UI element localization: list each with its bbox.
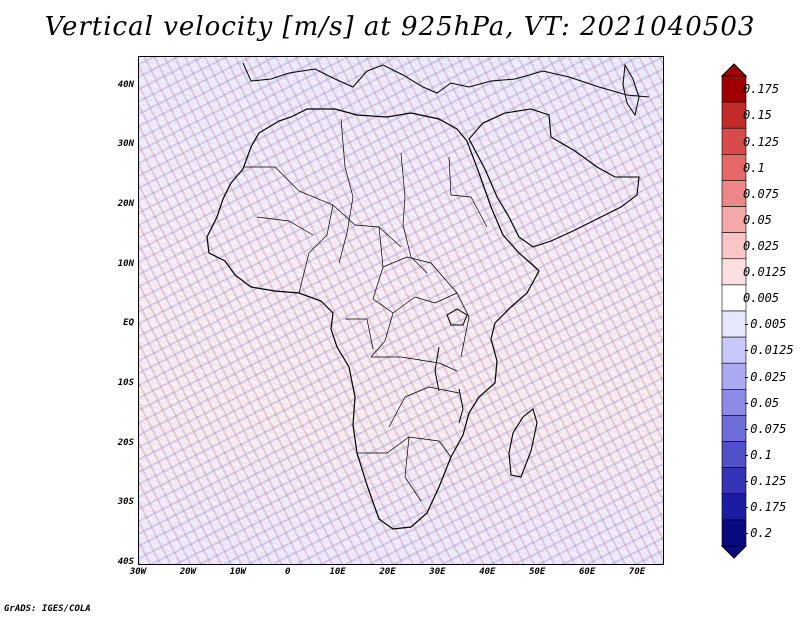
colorbar-tick-label: -0.125 bbox=[743, 474, 787, 489]
colorbar-max-arrow bbox=[720, 63, 748, 77]
country-borders bbox=[243, 118, 488, 502]
colorbar-tick-label: -0.05 bbox=[743, 395, 780, 410]
colorbar-tick-label: 0.15 bbox=[743, 108, 772, 123]
lon-tick-label: 50E bbox=[529, 567, 546, 577]
lon-tick-label: 70E bbox=[628, 567, 646, 577]
colorbar-tick-label: 0.125 bbox=[743, 134, 780, 149]
colorbar-segment bbox=[721, 336, 747, 364]
colorbar-segment bbox=[721, 75, 747, 103]
lon-tick-label: 60E bbox=[579, 567, 596, 577]
colorbar-tick-label: 0.05 bbox=[743, 212, 772, 227]
lat-tick-label: 20S bbox=[117, 437, 134, 448]
lon-tick-label: 20E bbox=[379, 567, 396, 577]
colorbar-tick-label: -0.1 bbox=[743, 447, 772, 462]
caspian-coastline bbox=[622, 63, 640, 117]
map-plot-area bbox=[138, 56, 664, 565]
colorbar-tick-label: 0.075 bbox=[743, 186, 780, 201]
europe-coastline bbox=[242, 62, 650, 98]
lon-tick-label: 40E bbox=[479, 567, 496, 577]
colorbar-tick-label: -0.075 bbox=[743, 421, 787, 436]
colorbar-tick-label: -0.175 bbox=[743, 500, 787, 515]
colorbar-tick-label: 0.0125 bbox=[743, 265, 787, 280]
colorbar-tick-label: 0.175 bbox=[743, 82, 780, 97]
arabia-coastline bbox=[468, 108, 640, 248]
africa-map bbox=[206, 62, 650, 530]
colorbar-segment bbox=[721, 310, 747, 338]
lat-tick-label: 30S bbox=[117, 497, 134, 508]
colorbar-segment bbox=[721, 467, 747, 495]
colorbar bbox=[720, 63, 748, 559]
colorbar-tick-label: 0.1 bbox=[743, 160, 765, 175]
lat-tick-label: 10N bbox=[117, 258, 134, 269]
colorbar-segment bbox=[721, 519, 747, 547]
lat-tick-label: EQ bbox=[123, 318, 134, 329]
lon-tick-label: 0 bbox=[284, 567, 291, 577]
lon-tick-label: 30W bbox=[129, 567, 147, 577]
africa-coastline bbox=[206, 108, 540, 530]
colorbar-segment bbox=[721, 154, 747, 181]
colorbar-segment bbox=[721, 389, 747, 416]
madagascar-coastline bbox=[508, 408, 538, 478]
colorbar-segment bbox=[721, 441, 747, 468]
colorbar-min-arrow bbox=[720, 545, 748, 559]
colorbar-tick-label: -0.0125 bbox=[743, 343, 794, 358]
colorbar-segment bbox=[721, 127, 747, 155]
colorbar-segment bbox=[721, 284, 747, 312]
lat-tick-label: 40S bbox=[117, 557, 134, 567]
lon-tick-label: 20W bbox=[179, 567, 197, 577]
colorbar-tick-label: 0.005 bbox=[743, 291, 780, 306]
great-lakes bbox=[434, 308, 468, 424]
lon-tick-label: 10E bbox=[329, 567, 346, 577]
lon-tick-label: 30E bbox=[429, 567, 446, 577]
colorbar-segment bbox=[721, 362, 747, 390]
colorbar-tick-label: -0.025 bbox=[743, 369, 787, 384]
lat-tick-label: 10S bbox=[117, 378, 134, 389]
lat-tick-label: 20N bbox=[117, 199, 134, 210]
colorbar-tick-label: -0.2 bbox=[743, 526, 772, 541]
footer-credit: GrADS: IGES/COLA bbox=[4, 604, 91, 614]
lat-tick-label: 30N bbox=[117, 139, 134, 150]
colorbar-segment bbox=[721, 180, 747, 207]
colorbar-tick-label: -0.005 bbox=[743, 317, 787, 332]
lon-tick-label: 10W bbox=[229, 567, 246, 577]
colorbar-tick-label: 0.025 bbox=[743, 239, 780, 254]
chart-title: Vertical velocity [m/s] at 925hPa, VT: 2… bbox=[44, 12, 756, 42]
lat-tick-label: 40N bbox=[117, 79, 134, 90]
colorbar-segment bbox=[721, 101, 747, 129]
